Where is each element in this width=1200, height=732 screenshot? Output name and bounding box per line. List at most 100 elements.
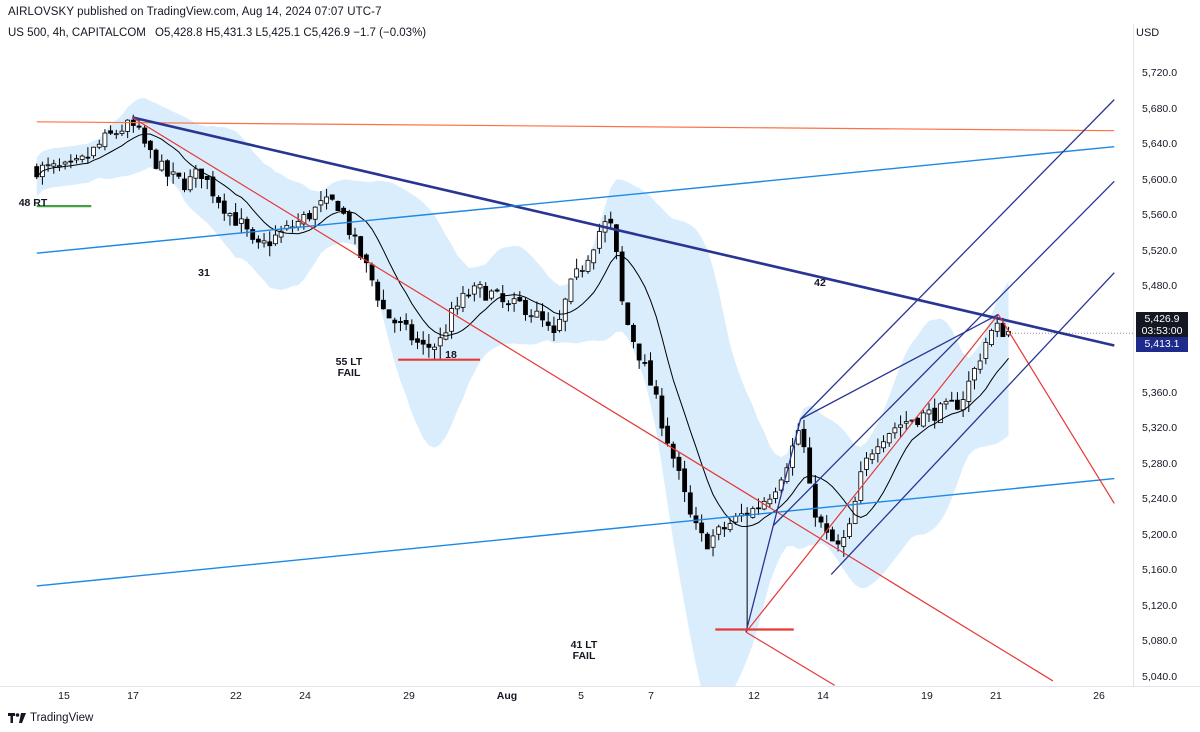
blue-trend-upper-line[interactable] bbox=[36, 145, 1115, 254]
candle[interactable] bbox=[989, 330, 994, 346]
candle[interactable] bbox=[45, 164, 51, 167]
candle[interactable] bbox=[346, 211, 352, 235]
candle[interactable] bbox=[483, 285, 489, 301]
candle[interactable] bbox=[102, 132, 108, 148]
candle[interactable] bbox=[727, 523, 733, 530]
annotation-a31[interactable]: 31 bbox=[198, 268, 210, 279]
candle[interactable] bbox=[500, 293, 506, 303]
candle[interactable] bbox=[875, 446, 881, 454]
candle[interactable] bbox=[869, 453, 875, 460]
blue-trend-lower-line[interactable] bbox=[36, 477, 1115, 587]
candle[interactable] bbox=[216, 197, 221, 203]
candle[interactable] bbox=[250, 229, 256, 240]
candle[interactable] bbox=[460, 292, 466, 308]
candle[interactable] bbox=[614, 224, 619, 252]
candle[interactable] bbox=[699, 522, 705, 534]
candle[interactable] bbox=[301, 214, 307, 225]
candle[interactable] bbox=[1000, 322, 1006, 338]
candle[interactable] bbox=[113, 133, 119, 136]
candle[interactable] bbox=[471, 285, 477, 295]
candle[interactable] bbox=[210, 176, 216, 197]
candle[interactable] bbox=[233, 212, 239, 226]
candle[interactable] bbox=[165, 160, 170, 177]
candle[interactable] bbox=[318, 200, 324, 206]
candle[interactable] bbox=[625, 302, 631, 325]
candle[interactable] bbox=[898, 424, 903, 428]
candle[interactable] bbox=[329, 194, 335, 200]
candle[interactable] bbox=[676, 456, 682, 471]
red-from-low-down-line[interactable] bbox=[745, 631, 835, 686]
candle[interactable] bbox=[943, 400, 949, 405]
candle[interactable] bbox=[977, 360, 983, 370]
brand-footer[interactable]: TradingView bbox=[8, 712, 93, 724]
candle[interactable] bbox=[432, 346, 437, 350]
candle[interactable] bbox=[596, 231, 602, 249]
candle[interactable] bbox=[670, 443, 676, 459]
red-from-top-line[interactable] bbox=[997, 314, 1115, 504]
candle[interactable] bbox=[51, 163, 57, 167]
candle[interactable] bbox=[392, 319, 398, 324]
candle[interactable] bbox=[642, 362, 648, 364]
candle[interactable] bbox=[818, 516, 824, 523]
candle[interactable] bbox=[136, 125, 142, 128]
candle[interactable] bbox=[767, 498, 773, 505]
candle[interactable] bbox=[807, 447, 813, 484]
candle[interactable] bbox=[693, 515, 699, 524]
symbol-legend[interactable]: US 500, 4h, CAPITALCOM O5,428.8 H5,431.3… bbox=[8, 27, 426, 39]
candle[interactable] bbox=[750, 508, 756, 518]
candle[interactable] bbox=[710, 535, 716, 548]
candle[interactable] bbox=[994, 322, 1000, 332]
candle[interactable] bbox=[631, 324, 636, 342]
candle[interactable] bbox=[545, 321, 551, 326]
candle[interactable] bbox=[937, 403, 943, 424]
candle[interactable] bbox=[488, 290, 494, 299]
candle[interactable] bbox=[494, 289, 500, 292]
candle[interactable] bbox=[955, 399, 960, 410]
candle[interactable] bbox=[68, 160, 74, 163]
candle[interactable] bbox=[415, 338, 420, 343]
candle[interactable] bbox=[193, 168, 199, 179]
candle[interactable] bbox=[835, 540, 841, 545]
candle[interactable] bbox=[722, 527, 727, 530]
candle[interactable] bbox=[358, 236, 364, 258]
candle[interactable] bbox=[466, 294, 472, 297]
candle[interactable] bbox=[920, 412, 926, 427]
candle[interactable] bbox=[199, 168, 204, 179]
candle[interactable] bbox=[74, 158, 79, 161]
candle[interactable] bbox=[147, 140, 153, 151]
candle[interactable] bbox=[562, 298, 568, 322]
candle[interactable] bbox=[949, 399, 955, 402]
candle[interactable] bbox=[585, 259, 591, 272]
candle[interactable] bbox=[386, 309, 392, 319]
candle[interactable] bbox=[983, 342, 989, 359]
candle[interactable] bbox=[591, 249, 597, 264]
annotation-a42[interactable]: 42 bbox=[814, 278, 826, 289]
candle[interactable] bbox=[85, 156, 91, 159]
candle[interactable] bbox=[420, 339, 426, 345]
annotation-a41[interactable]: 41 LT FAIL bbox=[571, 640, 598, 662]
candle[interactable] bbox=[568, 278, 574, 302]
candle[interactable] bbox=[506, 303, 511, 306]
candle[interactable] bbox=[244, 218, 250, 230]
candle[interactable] bbox=[108, 130, 114, 134]
candle[interactable] bbox=[972, 368, 977, 381]
candle[interactable] bbox=[756, 507, 761, 510]
candle[interactable] bbox=[903, 421, 909, 424]
candle[interactable] bbox=[307, 212, 312, 220]
annotation-a48[interactable]: 48 RT bbox=[19, 198, 48, 209]
candle[interactable] bbox=[381, 299, 386, 310]
navy-channel-base-line[interactable] bbox=[772, 180, 1115, 527]
candle[interactable] bbox=[352, 234, 358, 237]
candle[interactable] bbox=[932, 407, 938, 421]
candle[interactable] bbox=[295, 221, 301, 228]
candle[interactable] bbox=[534, 310, 540, 318]
candle[interactable] bbox=[57, 165, 62, 168]
annotation-a55[interactable]: 55 LT FAIL bbox=[336, 357, 363, 379]
candle[interactable] bbox=[182, 178, 187, 191]
candle[interactable] bbox=[841, 537, 847, 547]
candle[interactable] bbox=[375, 281, 381, 301]
candle[interactable] bbox=[449, 308, 455, 332]
candle[interactable] bbox=[812, 483, 818, 518]
candle[interactable] bbox=[324, 196, 329, 204]
